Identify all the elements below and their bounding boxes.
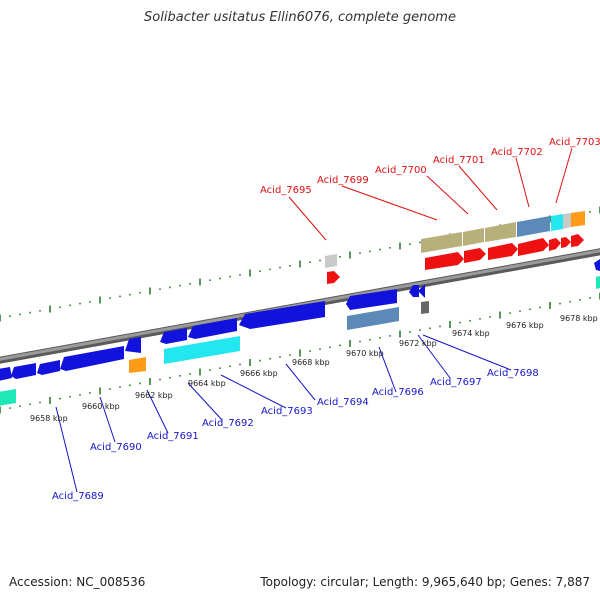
gene-label-acid-7702[interactable]: Acid_7702 — [491, 147, 543, 158]
gene-label-acid-7689[interactable]: Acid_7689 — [52, 491, 104, 502]
genome-summary-text: Topology: circular; Length: 9,965,640 bp… — [260, 575, 590, 589]
gene-feature[interactable] — [327, 271, 340, 284]
gene-feature[interactable] — [346, 289, 397, 310]
gene-feature[interactable] — [464, 248, 486, 263]
gene-feature[interactable] — [549, 238, 561, 251]
gene-feature[interactable] — [421, 232, 462, 253]
lower-tick-track — [0, 292, 600, 414]
gene-feature[interactable] — [129, 357, 146, 373]
top-gene-labels: Acid_7695 Acid_7699 Acid_7700 Acid_7701 … — [260, 137, 600, 196]
gene-label-acid-7692[interactable]: Acid_7692 — [202, 418, 254, 429]
gene-feature[interactable] — [409, 285, 419, 297]
gene-feature[interactable] — [571, 234, 584, 247]
gene-feature[interactable] — [485, 222, 516, 242]
kbp-label: 9660 kbp — [82, 402, 120, 411]
gene-label-acid-7696[interactable]: Acid_7696 — [372, 387, 424, 398]
gene-label-acid-7698[interactable]: Acid_7698 — [487, 368, 539, 379]
gene-feature[interactable] — [571, 211, 585, 227]
kbp-label: 9676 kbp — [506, 321, 544, 330]
feature-track-reverse — [0, 259, 600, 406]
gene-feature[interactable] — [347, 307, 399, 330]
kbp-label: 9662 kbp — [135, 391, 173, 400]
gene-feature[interactable] — [325, 254, 337, 268]
kbp-label: 9664 kbp — [188, 379, 226, 388]
gene-feature[interactable] — [551, 214, 563, 231]
bottom-gene-labels: Acid_7689 Acid_7690 Acid_7691 Acid_7692 … — [52, 368, 539, 502]
bottom-label-leaders — [55, 334, 512, 493]
gene-feature[interactable] — [561, 237, 571, 248]
gene-label-acid-7697[interactable]: Acid_7697 — [430, 377, 482, 388]
kbp-labels: 9658 kbp 9660 kbp 9662 kbp 9664 kbp 9666… — [30, 314, 598, 423]
gene-feature[interactable] — [0, 367, 12, 381]
kbp-label: 9672 kbp — [399, 339, 437, 348]
kbp-label: 9658 kbp — [30, 414, 68, 423]
gene-label-acid-7703[interactable]: Acid_7703 — [549, 137, 600, 148]
gene-feature[interactable] — [239, 301, 325, 329]
kbp-label: 9666 kbp — [240, 369, 278, 378]
gene-label-acid-7700[interactable]: Acid_7700 — [375, 165, 427, 176]
kbp-label: 9674 kbp — [452, 329, 490, 338]
gene-feature[interactable] — [563, 213, 571, 229]
gene-feature[interactable] — [518, 238, 549, 256]
gene-feature[interactable] — [421, 301, 429, 314]
gene-feature[interactable] — [425, 252, 464, 270]
gene-feature[interactable] — [160, 328, 187, 344]
kbp-label: 9668 kbp — [292, 358, 330, 367]
gene-label-acid-7695[interactable]: Acid_7695 — [260, 185, 312, 196]
gene-label-acid-7693[interactable]: Acid_7693 — [261, 406, 313, 417]
gene-feature[interactable] — [418, 284, 425, 298]
gene-feature[interactable] — [37, 360, 60, 375]
gene-feature[interactable] — [11, 363, 36, 379]
kbp-label: 9670 kbp — [346, 349, 384, 358]
gene-label-acid-7694[interactable]: Acid_7694 — [317, 397, 369, 408]
gene-label-acid-7691[interactable]: Acid_7691 — [147, 431, 199, 442]
gene-feature[interactable] — [594, 259, 600, 271]
gene-feature[interactable] — [596, 276, 600, 289]
map-title: Solibacter usitatus Ellin6076, complete … — [144, 10, 456, 25]
gene-feature[interactable] — [0, 389, 16, 406]
gene-feature[interactable] — [463, 228, 484, 246]
kbp-label: 9678 kbp — [560, 314, 598, 323]
gene-feature[interactable] — [488, 243, 518, 260]
gene-feature[interactable] — [188, 318, 237, 339]
accession-text: Accession: NC_008536 — [9, 575, 146, 589]
gene-label-acid-7699[interactable]: Acid_7699 — [317, 175, 369, 186]
gene-feature[interactable] — [125, 337, 141, 353]
gene-feature[interactable] — [164, 336, 240, 364]
gene-feature[interactable] — [517, 216, 550, 237]
feature-track-forward — [325, 211, 585, 284]
top-label-leaders — [288, 147, 573, 241]
gene-label-acid-7690[interactable]: Acid_7690 — [90, 442, 142, 453]
gene-feature[interactable] — [60, 346, 124, 371]
gene-label-acid-7701[interactable]: Acid_7701 — [433, 155, 485, 166]
